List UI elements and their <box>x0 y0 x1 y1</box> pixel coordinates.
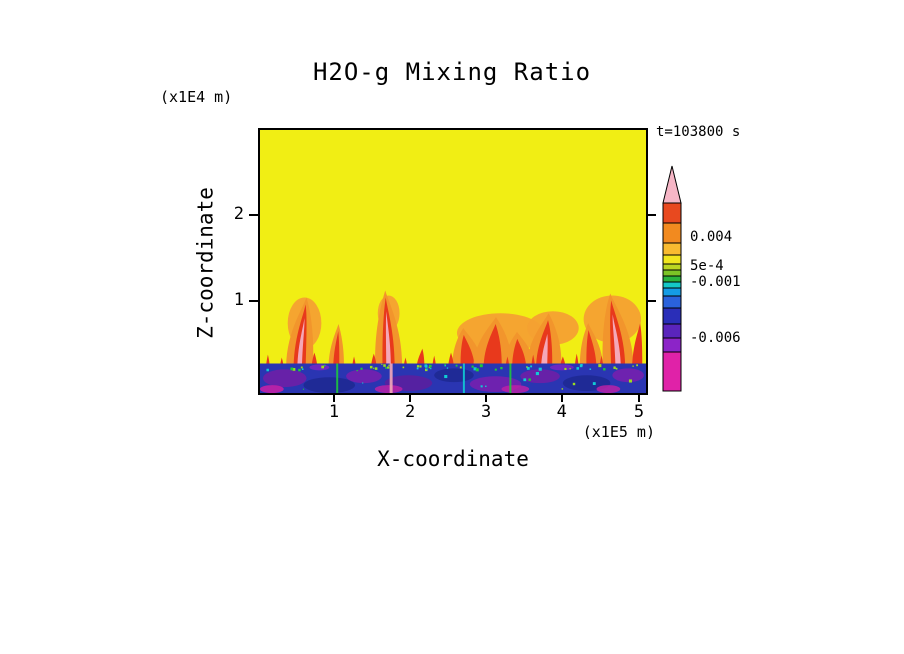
colorbar-label: -0.006 <box>690 330 741 346</box>
x-tick-mark <box>409 395 412 402</box>
colorbar-cell <box>662 351 682 392</box>
colorbar-label: 5e-4 <box>690 258 724 274</box>
colorbar-label: -0.001 <box>690 274 741 290</box>
boundary-layer-strip <box>260 363 646 393</box>
x-tick-label: 5 <box>633 402 645 422</box>
colorbar-cell <box>662 202 682 224</box>
x-tick-mark <box>485 395 488 402</box>
colorbar-cell <box>662 263 682 271</box>
page-title: H2O-g Mixing Ratio <box>312 58 592 86</box>
y-tick-mark <box>249 300 258 303</box>
y-tick-mark-right <box>648 300 656 303</box>
x-tick-label: 1 <box>328 402 340 422</box>
colorbar-cell <box>662 222 682 244</box>
y-tick-label: 2 <box>233 204 244 225</box>
plot-area <box>258 128 648 395</box>
y-tick-mark <box>249 214 258 217</box>
x-tick-mark <box>333 395 336 402</box>
colorbar-label: 0.004 <box>690 229 733 245</box>
colorbar-cell <box>662 281 682 289</box>
x-tick-mark <box>560 395 563 402</box>
time-label: t=103800 s <box>656 124 741 140</box>
colorbar-cell <box>662 323 682 339</box>
colorbar <box>662 165 682 392</box>
y-axis-unit: (x1E4 m) <box>160 88 233 106</box>
y-axis-label: Z-coordinate <box>193 187 218 339</box>
x-axis-label: X-coordinate <box>377 447 529 471</box>
colorbar-cell <box>662 295 682 309</box>
heatmap-field <box>260 130 646 393</box>
colorbar-cell <box>662 242 682 256</box>
colorbar-cell <box>662 269 682 277</box>
x-axis-unit: (x1E5 m) <box>582 423 655 441</box>
x-tick-mark <box>638 395 641 402</box>
y-tick-mark-right <box>648 214 656 217</box>
x-tick-label: 3 <box>481 402 492 422</box>
colorbar-cell <box>662 337 682 353</box>
x-tick-label: 4 <box>556 402 567 422</box>
y-tick-label: 1 <box>233 290 244 311</box>
colorbar-cell <box>662 287 682 297</box>
colorbar-cell <box>662 307 682 325</box>
x-tick-label: 2 <box>404 402 416 422</box>
colorbar-arrow <box>662 165 682 204</box>
colorbar-cell <box>662 275 682 283</box>
colorbar-cell <box>662 254 682 265</box>
